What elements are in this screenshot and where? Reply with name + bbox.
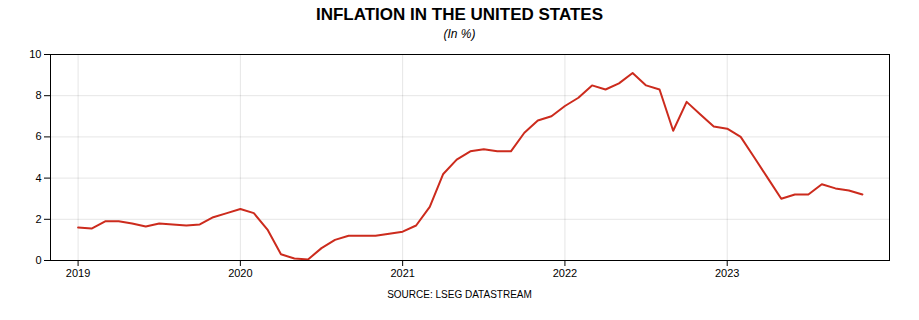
- svg-text:2: 2: [35, 213, 41, 225]
- svg-text:2019: 2019: [66, 267, 90, 279]
- svg-text:2023: 2023: [715, 267, 739, 279]
- svg-text:2021: 2021: [390, 267, 414, 279]
- html-text:(In %): (In %): [443, 27, 476, 41]
- svg-text:10: 10: [29, 48, 41, 60]
- svg-text:8: 8: [35, 89, 41, 101]
- svg-text:0: 0: [35, 254, 41, 266]
- svg-text:4: 4: [35, 172, 41, 184]
- svg-text:2020: 2020: [228, 267, 252, 279]
- svg-text:2022: 2022: [553, 267, 577, 279]
- html-text:SOURCE: LSEG DATASTREAM: SOURCE: LSEG DATASTREAM: [387, 289, 532, 300]
- svg-text:6: 6: [35, 130, 41, 142]
- html-text:INFLATION IN THE UNITED STATES: INFLATION IN THE UNITED STATES: [315, 5, 603, 24]
